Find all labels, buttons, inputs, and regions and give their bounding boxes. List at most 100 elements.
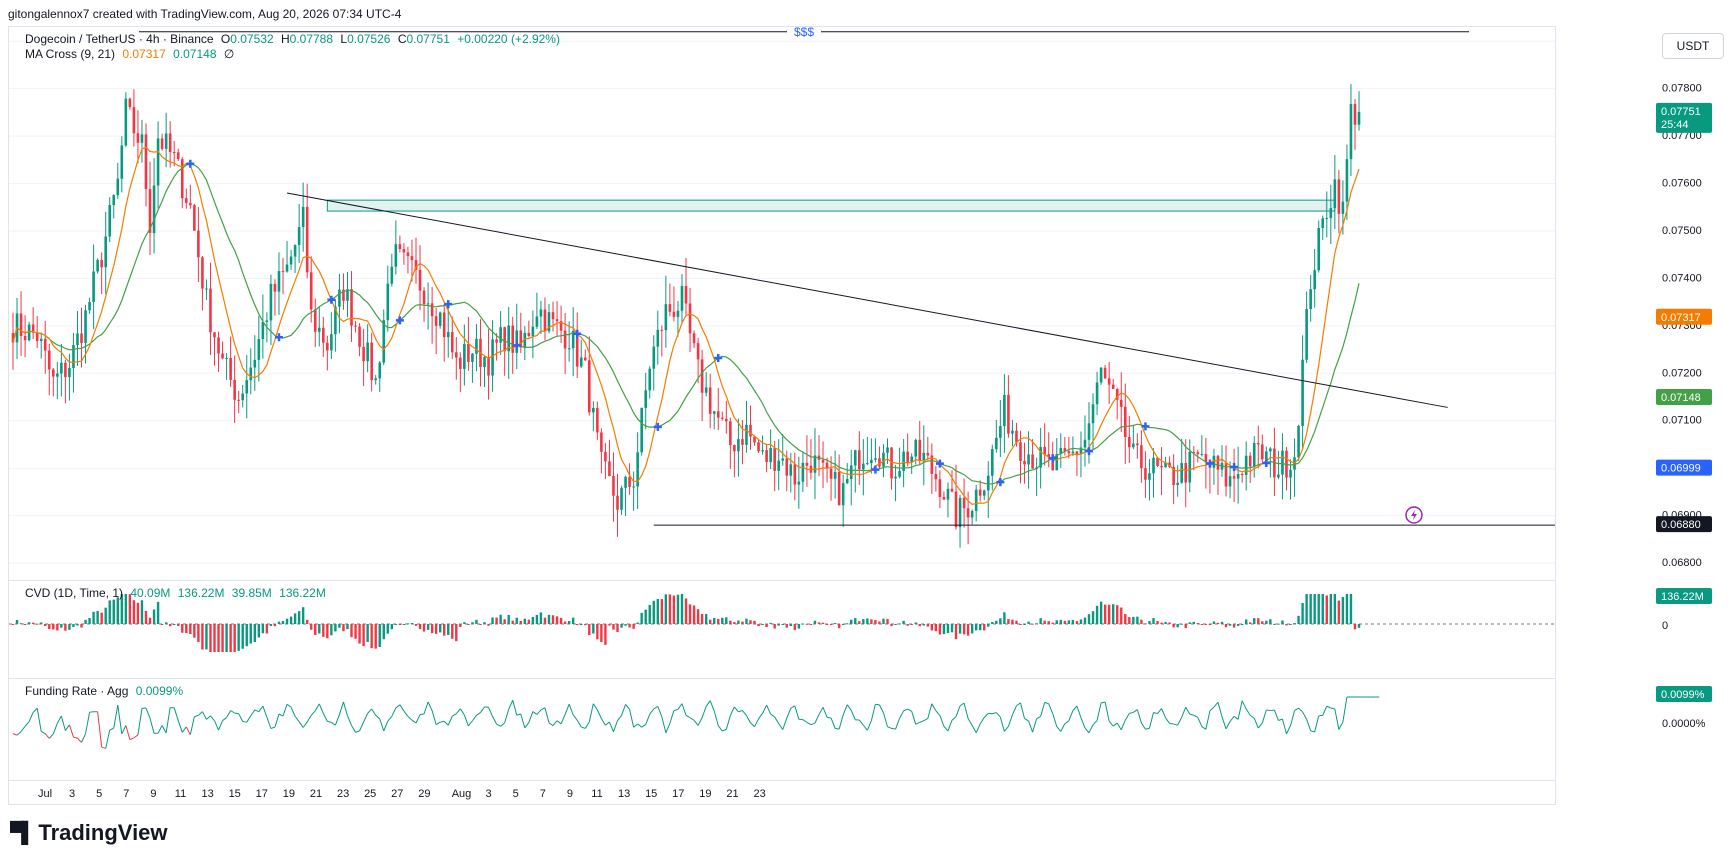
ma-name[interactable]: MA Cross (9, 21) — [25, 47, 116, 61]
funding-rate-segment — [1294, 707, 1299, 711]
funding-rate-chart[interactable] — [9, 679, 1556, 781]
funding-rate-segment — [927, 703, 933, 719]
candle-body — [1164, 462, 1167, 468]
cvd-bar — [15, 619, 19, 624]
candle-body — [825, 462, 829, 469]
time-tick-label: 13 — [618, 788, 630, 800]
candle-body — [39, 338, 43, 342]
candle-body — [112, 195, 116, 206]
candle-body — [23, 336, 27, 341]
cvd-bar — [515, 617, 518, 624]
funding-rate-segment — [1052, 713, 1058, 727]
cvd-panel[interactable]: CVD (1D, Time, 1) 40.09M 136.22M 39.85M … — [8, 581, 1556, 679]
funding-rate-segment — [403, 710, 409, 717]
funding-rate-segment — [592, 703, 598, 711]
funding-name[interactable]: Funding Rate · Agg — [25, 684, 129, 698]
funding-rate-segment — [447, 715, 453, 726]
cvd-bar — [717, 618, 720, 624]
cvd-name[interactable]: CVD (1D, Time, 1) — [25, 586, 124, 600]
candle-body — [539, 309, 543, 317]
currency-button[interactable]: USDT — [1662, 33, 1724, 59]
cvd-bar — [773, 624, 776, 629]
cvd-bar — [84, 619, 87, 624]
funding-tick-label: 0.0000% — [1662, 718, 1706, 730]
candle-body — [720, 417, 724, 419]
open-value: 0.07532 — [230, 32, 274, 46]
funding-rate-segment — [347, 715, 352, 726]
candle-body — [245, 380, 249, 394]
funding-rate-segment — [540, 707, 546, 711]
funding-rate-segment — [685, 714, 691, 719]
candle-body — [749, 424, 752, 437]
cvd-bar — [483, 622, 486, 624]
candle-body — [1240, 474, 1244, 476]
cvd-bar — [1285, 624, 1288, 626]
time-tick-label: 23 — [337, 788, 349, 800]
cvd-bar — [334, 624, 337, 632]
cvd-bar — [1317, 594, 1320, 624]
funding-rate-segment — [52, 723, 58, 735]
funding-rate-segment — [572, 714, 578, 721]
cvd-chart[interactable] — [9, 581, 1556, 679]
funding-rate-segment — [1129, 711, 1134, 714]
funding-rate-panel[interactable]: Funding Rate · Agg 0.0099% — [8, 679, 1556, 781]
cvd-bar — [342, 624, 345, 632]
candle-body — [676, 310, 680, 317]
cvd-bar — [273, 624, 277, 627]
cvd-bar — [991, 621, 994, 624]
high-value: 0.07788 — [289, 32, 334, 46]
time-tick-label: 17 — [672, 788, 684, 800]
time-axis[interactable]: Jul 3 5 7 9 11 13 15 17 19 21 23 25 27 29 Aug 3 5 7 9 11 13 15… — [8, 781, 1556, 805]
cvd-bar — [966, 624, 970, 636]
time-tick-label: Jul — [38, 788, 52, 800]
candle-body — [313, 309, 317, 332]
funding-rate-segment — [766, 704, 772, 715]
cvd-bar — [765, 624, 768, 628]
candle-body — [495, 339, 498, 343]
cvd-bar — [910, 624, 913, 625]
cvd-bar — [443, 624, 446, 636]
funding-rate-segment — [342, 701, 348, 716]
cvd-bar — [684, 598, 688, 624]
candle-body — [878, 458, 881, 467]
cvd-bar — [648, 604, 651, 624]
cvd-bar — [628, 624, 631, 628]
candle-body — [197, 230, 200, 258]
funding-rate-segment — [480, 706, 485, 713]
cvd-bar — [1067, 620, 1071, 624]
candle-body — [535, 316, 539, 327]
funding-rate-segment — [407, 716, 413, 721]
cvd-bar — [382, 624, 385, 640]
symbol-name[interactable]: Dogecoin / TetherUS · 4h · Binance — [25, 32, 214, 46]
candle-body — [261, 322, 265, 340]
candle-body — [853, 450, 857, 466]
funding-rate-segment — [298, 721, 304, 728]
cvd-bar — [495, 617, 498, 624]
funding-rate-segment — [125, 725, 131, 740]
funding-rate-segment — [459, 708, 465, 716]
price-tick-label: 0.06800 — [1662, 557, 1702, 569]
funding-rate-segment — [113, 704, 119, 729]
cvd-bar — [1055, 620, 1058, 624]
cvd-bar — [757, 624, 760, 627]
ma-cross-marker — [1048, 454, 1057, 463]
candle-body — [394, 244, 398, 267]
cvd-bar — [1011, 619, 1014, 624]
candle-body — [813, 455, 817, 473]
candle-body — [108, 205, 112, 237]
ma-cross-marker — [186, 159, 195, 168]
candle-body — [926, 452, 930, 456]
funding-rate-segment — [282, 704, 288, 717]
cvd-v3: 39.85M — [231, 586, 272, 600]
price-axis[interactable]: 0.079000.078000.077000.076000.075000.074… — [1656, 26, 1736, 816]
price-panel[interactable]: $$$ Dogecoin / TetherUS · 4h · Binance O… — [8, 26, 1556, 581]
price-chart[interactable]: $$$ — [9, 27, 1556, 581]
candle-body — [1289, 469, 1292, 478]
candle-body — [733, 445, 736, 452]
funding-rate-segment — [738, 710, 743, 713]
candle-body — [1345, 159, 1349, 202]
candle-body — [1301, 359, 1304, 426]
funding-rate-segment — [1201, 726, 1207, 730]
cvd-bar — [656, 598, 659, 624]
cvd-bar — [181, 624, 184, 633]
